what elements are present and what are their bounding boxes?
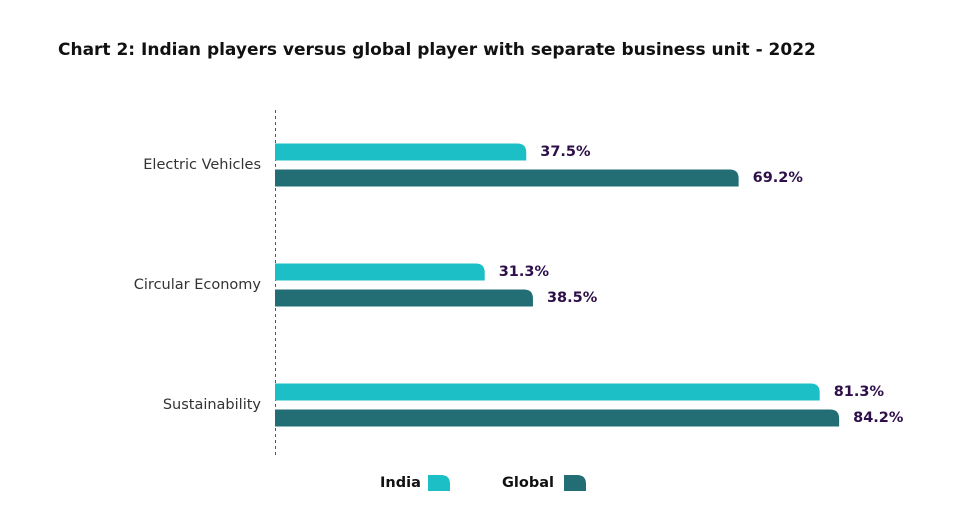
legend-swatch-global (564, 475, 586, 491)
bar-india-electric-vehicles (275, 143, 527, 161)
value-label-global-sustainability: 84.2% (853, 410, 904, 426)
legend-swatch-india (428, 475, 450, 491)
bar-global-sustainability (275, 409, 840, 427)
bar-india-sustainability (275, 383, 820, 401)
chart-title: Chart 2: Indian players versus global pl… (58, 40, 816, 60)
category-label-electric-vehicles: Electric Vehicles (143, 157, 261, 173)
value-label-india-electric-vehicles: 37.5% (540, 144, 591, 160)
value-label-india-circular-economy: 31.3% (499, 264, 550, 280)
category-label-circular-economy: Circular Economy (134, 277, 262, 293)
bar-global-electric-vehicles (275, 169, 739, 187)
bar-india-circular-economy (275, 263, 485, 281)
bar-global-circular-economy (275, 289, 533, 307)
value-label-global-electric-vehicles: 69.2% (753, 170, 804, 186)
value-label-global-circular-economy: 38.5% (547, 290, 598, 306)
legend-label-india: India (380, 475, 421, 491)
category-label-sustainability: Sustainability (163, 397, 262, 413)
value-label-india-sustainability: 81.3% (834, 384, 885, 400)
legend-label-global: Global (502, 475, 554, 491)
